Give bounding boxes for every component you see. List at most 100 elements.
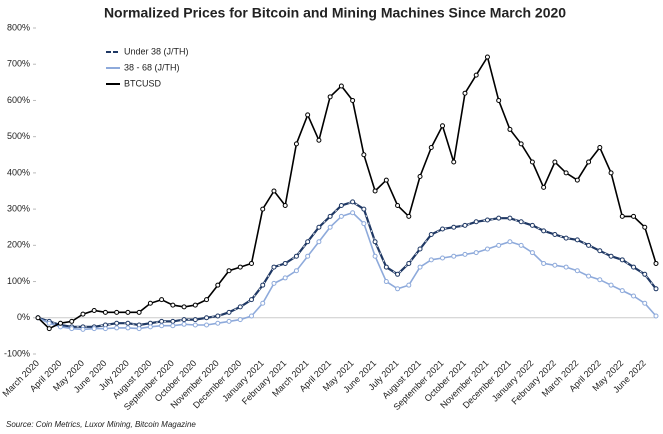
point <box>305 239 311 245</box>
point <box>170 318 176 324</box>
line-dash <box>37 201 657 328</box>
point <box>338 202 344 208</box>
point <box>619 288 625 294</box>
point <box>574 237 580 243</box>
point <box>541 260 547 266</box>
point <box>541 228 547 234</box>
point <box>170 323 176 329</box>
point <box>293 268 299 274</box>
point <box>237 317 243 323</box>
point <box>102 326 108 332</box>
point <box>462 251 468 257</box>
point <box>215 282 221 288</box>
point <box>204 297 210 303</box>
point <box>653 286 659 292</box>
point <box>653 260 659 266</box>
point <box>204 315 210 321</box>
point <box>316 239 322 245</box>
point <box>159 323 165 329</box>
point <box>192 322 198 328</box>
point <box>383 279 389 285</box>
point <box>507 215 513 221</box>
point <box>518 242 524 248</box>
point <box>608 282 614 288</box>
point <box>642 300 648 306</box>
point <box>574 177 580 183</box>
point <box>619 257 625 263</box>
point <box>91 326 97 332</box>
point <box>80 326 86 332</box>
point <box>406 260 412 266</box>
y-tick-label: 500% <box>7 131 30 141</box>
point <box>159 318 165 324</box>
point <box>395 271 401 277</box>
point <box>417 264 423 270</box>
point <box>507 126 513 132</box>
y-tick-label: -100% <box>4 348 30 358</box>
point <box>114 325 120 331</box>
point <box>293 141 299 147</box>
point <box>473 219 479 225</box>
point <box>361 152 367 158</box>
point <box>338 83 344 89</box>
point <box>608 253 614 259</box>
point <box>541 184 547 190</box>
point <box>597 277 603 283</box>
point <box>586 273 592 279</box>
point <box>316 137 322 143</box>
point <box>260 300 266 306</box>
point <box>248 313 254 319</box>
point <box>563 264 569 270</box>
point <box>192 302 198 308</box>
point <box>608 170 614 176</box>
point <box>473 250 479 256</box>
point <box>271 280 277 286</box>
point <box>552 159 558 165</box>
point <box>586 242 592 248</box>
point <box>361 221 367 227</box>
point <box>496 215 502 221</box>
point <box>428 231 434 237</box>
point <box>484 246 490 252</box>
y-tick-label: 0% <box>17 312 30 322</box>
point <box>451 253 457 259</box>
point <box>563 235 569 241</box>
point <box>518 141 524 147</box>
point <box>181 321 187 327</box>
point <box>350 210 356 216</box>
point <box>642 224 648 230</box>
y-tick-label: 800% <box>7 22 30 32</box>
point <box>293 253 299 259</box>
point <box>80 311 86 317</box>
point <box>159 297 165 303</box>
point <box>631 293 637 299</box>
point <box>529 250 535 256</box>
point <box>125 320 131 326</box>
series <box>35 54 659 332</box>
point <box>260 206 266 212</box>
y-tick-label: 600% <box>7 95 30 105</box>
point <box>69 326 75 332</box>
point <box>428 145 434 151</box>
point <box>372 239 378 245</box>
point <box>383 264 389 270</box>
source: Source: Coin Metrics, Luxor Mining, Bitc… <box>6 420 196 429</box>
y-tick-label: 700% <box>7 59 30 69</box>
point <box>237 304 243 310</box>
point <box>204 322 210 328</box>
point <box>282 202 288 208</box>
point <box>563 170 569 176</box>
legend-label: 38 - 68 (J/TH) <box>124 62 180 72</box>
point <box>406 213 412 219</box>
point <box>462 222 468 228</box>
legend-label: Under 38 (J/TH) <box>124 46 189 56</box>
point <box>147 324 153 330</box>
point <box>372 253 378 259</box>
y-tick-label: 100% <box>7 276 30 286</box>
point <box>215 313 221 319</box>
point <box>181 317 187 323</box>
point <box>518 219 524 225</box>
point <box>552 262 558 268</box>
point <box>350 199 356 205</box>
